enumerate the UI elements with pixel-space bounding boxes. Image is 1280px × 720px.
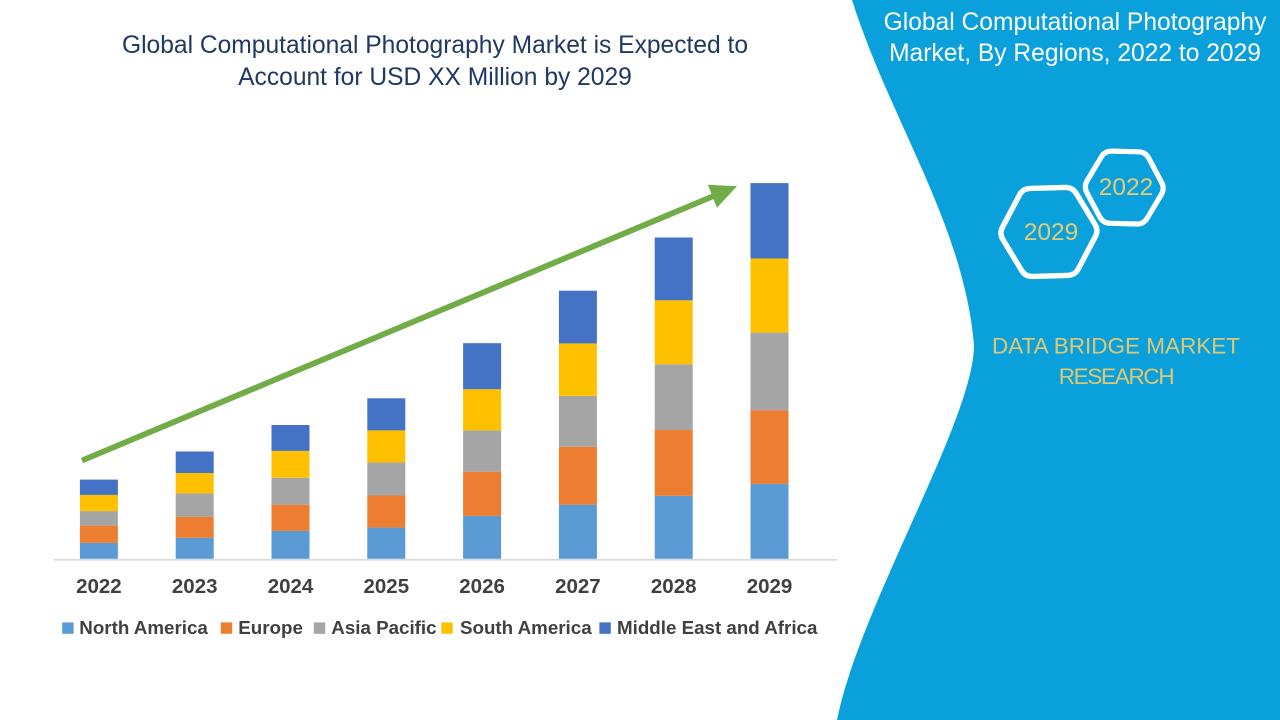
svg-text:2022: 2022: [76, 575, 122, 598]
svg-text:2028: 2028: [651, 575, 697, 598]
svg-text:2029: 2029: [1024, 219, 1079, 246]
svg-text:Asia Pacific: Asia Pacific: [331, 617, 436, 638]
svg-text:Account for USD XX Million by: Account for USD XX Million by 2029: [238, 64, 632, 91]
svg-text:2029: 2029: [747, 575, 793, 598]
svg-text:2022: 2022: [1099, 174, 1154, 201]
svg-text:Middle East and Africa: Middle East and Africa: [617, 617, 818, 638]
svg-text:2024: 2024: [268, 575, 314, 598]
svg-text:2027: 2027: [555, 575, 601, 598]
svg-text:2025: 2025: [363, 575, 409, 598]
svg-text:Global Computational Photograp: Global Computational Photography Market …: [122, 32, 748, 59]
svg-text:South America: South America: [460, 617, 592, 638]
svg-text:Market, By Regions, 2022 to 20: Market, By Regions, 2022 to 2029: [889, 40, 1261, 67]
svg-text:Europe: Europe: [238, 617, 303, 638]
svg-text:RESEARCH: RESEARCH: [1059, 364, 1174, 389]
svg-text:Global Computational Photograp: Global Computational Photography: [884, 9, 1268, 36]
svg-text:2026: 2026: [459, 575, 505, 598]
svg-text:DATA BRIDGE MARKET: DATA BRIDGE MARKET: [992, 334, 1240, 359]
svg-text:2023: 2023: [172, 575, 218, 598]
svg-text:North America: North America: [79, 617, 208, 638]
